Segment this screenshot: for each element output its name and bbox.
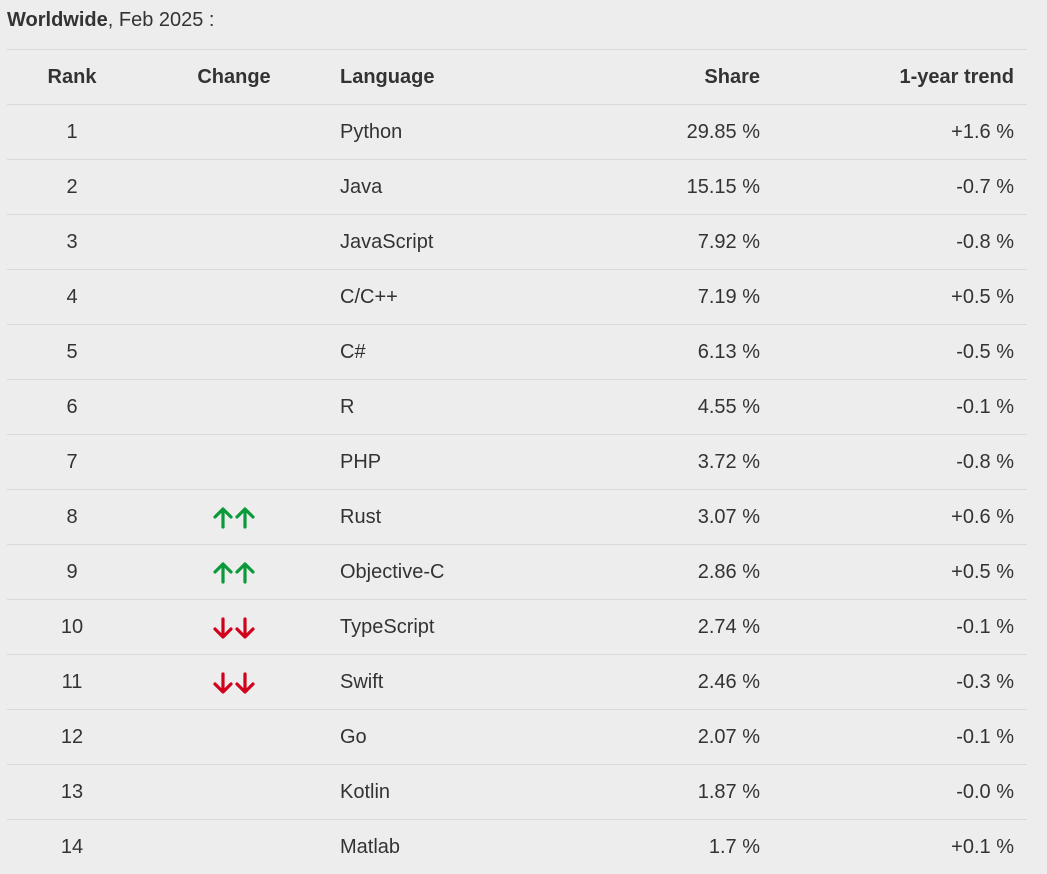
rank-cell: 10	[60, 616, 84, 638]
share-cell: 1.87 %	[697, 781, 760, 803]
rank-cell: 7	[66, 451, 78, 473]
share-cell: 3.72 %	[697, 451, 760, 473]
trend-cell: -0.1 %	[956, 616, 1014, 638]
language-cell: PHP	[340, 451, 382, 473]
header-change: Change	[197, 66, 271, 88]
language-cell: Kotlin	[340, 781, 391, 803]
table-body: 1 Python 29.85 % +1.6 % 2 Java 15.15 % -0.7 % 3 J…	[7, 104, 1027, 874]
trend-cell: +1.6 %	[951, 121, 1014, 143]
share-cell: 7.92 %	[697, 231, 760, 253]
change-cell	[158, 380, 310, 434]
language-cell: Rust	[340, 506, 382, 528]
table-row: 1 Python 29.85 % +1.6 %	[7, 104, 1027, 159]
table-row: 5 C# 6.13 % -0.5 %	[7, 324, 1027, 379]
table-row: 12 Go 2.07 % -0.1 %	[7, 709, 1027, 764]
rank-cell: 3	[66, 231, 78, 253]
header-rank: Rank	[47, 66, 97, 88]
share-cell: 7.19 %	[697, 286, 760, 308]
rank-cell: 1	[66, 121, 78, 143]
table-row: 10 TypeScript 2.74 % -0.1 %	[7, 599, 1027, 654]
share-cell: 2.46 %	[697, 671, 760, 693]
share-cell: 3.07 %	[697, 506, 760, 528]
change-cell	[158, 710, 310, 764]
share-cell: 2.86 %	[697, 561, 760, 583]
trend-cell: -0.3 %	[956, 671, 1014, 693]
change-cell	[158, 160, 310, 214]
share-cell: 2.74 %	[697, 616, 760, 638]
language-cell: Matlab	[340, 836, 401, 858]
double-down-arrow-icon	[213, 672, 255, 694]
rank-cell: 5	[66, 341, 78, 363]
change-cell	[158, 545, 310, 599]
trend-cell: -0.7 %	[956, 176, 1014, 198]
table-row: 7 PHP 3.72 % -0.8 %	[7, 434, 1027, 489]
change-cell	[158, 105, 310, 159]
trend-cell: +0.5 %	[951, 561, 1014, 583]
language-cell: Java	[340, 176, 383, 198]
rank-cell: 11	[61, 671, 83, 693]
header-language: Language	[340, 66, 435, 88]
table-row: 14 Matlab 1.7 % +0.1 %	[7, 819, 1027, 874]
table-row: 4 C/C++ 7.19 % +0.5 %	[7, 269, 1027, 324]
language-cell: Objective-C	[340, 561, 445, 583]
double-up-arrow-icon	[213, 562, 255, 584]
table-row: 8 Rust 3.07 % +0.6 %	[7, 489, 1027, 544]
change-cell	[158, 270, 310, 324]
caption-region: Worldwide	[7, 9, 108, 31]
trend-cell: +0.6 %	[951, 506, 1014, 528]
language-cell: TypeScript	[340, 616, 435, 638]
rank-cell: 13	[60, 781, 84, 803]
table-row: 11 Swift 2.46 % -0.3 %	[7, 654, 1027, 709]
header-trend: 1-year trend	[899, 66, 1015, 88]
share-cell: 1.7 %	[708, 836, 760, 858]
rank-cell: 9	[66, 561, 78, 583]
share-cell: 15.15 %	[686, 176, 760, 198]
rank-cell: 14	[60, 836, 84, 858]
change-cell	[158, 765, 310, 819]
share-cell: 6.13 %	[697, 341, 760, 363]
change-cell	[158, 325, 310, 379]
trend-cell: -0.1 %	[956, 396, 1014, 418]
double-up-arrow-icon	[213, 507, 255, 529]
trend-cell: +0.5 %	[951, 286, 1014, 308]
trend-cell: +0.1 %	[951, 836, 1014, 858]
rank-cell: 8	[66, 506, 78, 528]
double-down-arrow-icon	[213, 617, 255, 639]
language-cell: JavaScript	[340, 231, 434, 253]
table-row: 3 JavaScript 7.92 % -0.8 %	[7, 214, 1027, 269]
language-cell: Swift	[340, 671, 384, 693]
language-cell: R	[340, 396, 355, 418]
language-ranking-table: Rank Change Language Share 1-year trend …	[7, 49, 1027, 874]
trend-cell: -0.1 %	[956, 726, 1014, 748]
change-cell	[158, 600, 310, 654]
language-cell: C/C++	[340, 286, 398, 308]
share-cell: 29.85 %	[686, 121, 760, 143]
change-cell	[158, 435, 310, 489]
table-caption: Worldwide, Feb 2025 :	[7, 8, 215, 32]
table-row: 2 Java 15.15 % -0.7 %	[7, 159, 1027, 214]
table-header-row: Rank Change Language Share 1-year trend	[7, 49, 1027, 104]
trend-cell: -0.0 %	[956, 781, 1014, 803]
trend-cell: -0.8 %	[956, 451, 1014, 473]
rank-cell: 6	[66, 396, 78, 418]
header-share: Share	[704, 66, 760, 88]
language-cell: Go	[340, 726, 367, 748]
caption-date: , Feb 2025 :	[107, 9, 215, 31]
change-cell	[158, 215, 310, 269]
language-cell: Python	[340, 121, 403, 143]
share-cell: 4.55 %	[697, 396, 760, 418]
language-cell: C#	[340, 341, 366, 363]
rank-cell: 12	[60, 726, 84, 748]
change-cell	[158, 655, 310, 709]
trend-cell: -0.8 %	[956, 231, 1014, 253]
rank-cell: 4	[66, 286, 78, 308]
table-row: 9 Objective-C 2.86 % +0.5 %	[7, 544, 1027, 599]
change-cell	[158, 820, 310, 874]
table-row: 13 Kotlin 1.87 % -0.0 %	[7, 764, 1027, 819]
change-cell	[158, 490, 310, 544]
trend-cell: -0.5 %	[956, 341, 1014, 363]
rank-cell: 2	[66, 176, 78, 198]
share-cell: 2.07 %	[697, 726, 760, 748]
table-row: 6 R 4.55 % -0.1 %	[7, 379, 1027, 434]
